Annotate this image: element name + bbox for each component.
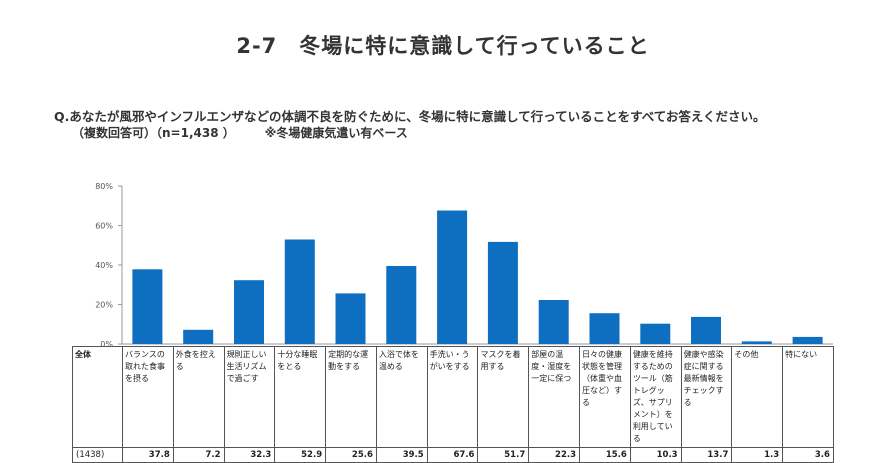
category-label-5: 定期的な運動をする — [325, 346, 377, 448]
bar-8 — [487, 241, 518, 344]
value-label-11: 10.3 — [629, 447, 682, 463]
category-label-6: 入浴で体を温める — [375, 346, 428, 448]
category-label-13: その他 — [731, 346, 784, 448]
category-label-11: 健康を維持するためのツール（筋トレグッズ、サプリメント）を利用している — [629, 346, 682, 448]
y-tick-label: 80% — [95, 182, 113, 191]
value-label-13: 1.3 — [731, 447, 784, 463]
y-tick-label: 60% — [95, 222, 113, 231]
bar-chart: 0% 20% 40% 60% 80% — [95, 182, 833, 349]
bar-10 — [589, 313, 620, 344]
category-label-7: 手洗い・うがいをする — [426, 346, 479, 448]
bar-6 — [386, 266, 417, 344]
data-table: 全体 バランスの取れた食事を摂る 外食を控える 規則正しい生活リズムで過ごす 十分な睡… — [72, 346, 834, 463]
value-row: (1438) 37.8 7.2 32.3 52.9 25.6 39.5 67.6 51.7 22… — [72, 447, 834, 463]
value-label-3: 32.3 — [223, 447, 276, 463]
category-label-14: 特にない — [782, 346, 834, 448]
value-label-14: 3.6 — [782, 447, 834, 463]
sample-size-cell: (1438) — [72, 447, 123, 463]
bar-9 — [538, 300, 569, 344]
category-label-2: 外食を控える — [172, 346, 225, 448]
bar-12 — [691, 316, 721, 344]
value-label-2: 7.2 — [172, 447, 225, 463]
bar-3 — [234, 280, 264, 344]
question-text: Q.あなたが風邪やインフルエンザなどの体調不良を防ぐために、冬場に特に意識して行… — [54, 109, 766, 124]
chart-bars — [132, 210, 823, 344]
y-tick-label: 0% — [100, 340, 113, 349]
category-label-9: 部屋の温度・湿度を一定に保つ — [528, 346, 581, 448]
bar-2 — [183, 329, 214, 344]
sample-note: （複数回答可）（n=1,438 ） ※冬場健康気遣い有ベース — [72, 124, 408, 141]
category-label-3: 規則正しい生活リズムで過ごす — [223, 346, 276, 448]
bar-14 — [792, 336, 823, 344]
bar-13 — [741, 341, 772, 344]
category-label-4: 十分な睡眠をとる — [274, 346, 327, 448]
value-label-1: 37.8 — [122, 447, 174, 463]
category-label-8: マスクを着用する — [477, 346, 530, 448]
category-label-12: 健康や感染症に関する最新情報をチェックする — [680, 346, 733, 448]
category-label-1: バランスの取れた食事を摂る — [122, 346, 174, 448]
value-label-6: 39.5 — [375, 447, 428, 463]
bar-7 — [437, 210, 468, 344]
value-label-7: 67.6 — [426, 447, 479, 463]
y-tick-label: 40% — [95, 261, 113, 270]
value-label-12: 13.7 — [680, 447, 733, 463]
category-label-row: 全体 バランスの取れた食事を摂る 外食を控える 規則正しい生活リズムで過ごす 十分な睡… — [72, 346, 834, 448]
value-label-5: 25.6 — [325, 447, 377, 463]
row-header-total: 全体 — [72, 346, 123, 448]
category-label-10: 日々の健康状態を管理（体重や血圧など）する — [579, 346, 631, 448]
bar-1 — [132, 269, 163, 344]
base-note: ※冬場健康気遣い有ベース — [264, 126, 408, 140]
y-tick-label: 20% — [95, 301, 113, 310]
value-label-9: 22.3 — [528, 447, 581, 463]
bar-4 — [284, 239, 315, 344]
value-label-10: 15.6 — [579, 447, 631, 463]
multi-answer-note: （複数回答可）（n=1,438 ） — [72, 126, 235, 140]
bar-5 — [335, 293, 366, 344]
value-label-8: 51.7 — [477, 447, 530, 463]
page-title: 2-7 冬場に特に意識して行っていること — [236, 34, 650, 58]
bar-11 — [640, 323, 671, 344]
value-label-4: 52.9 — [274, 447, 327, 463]
